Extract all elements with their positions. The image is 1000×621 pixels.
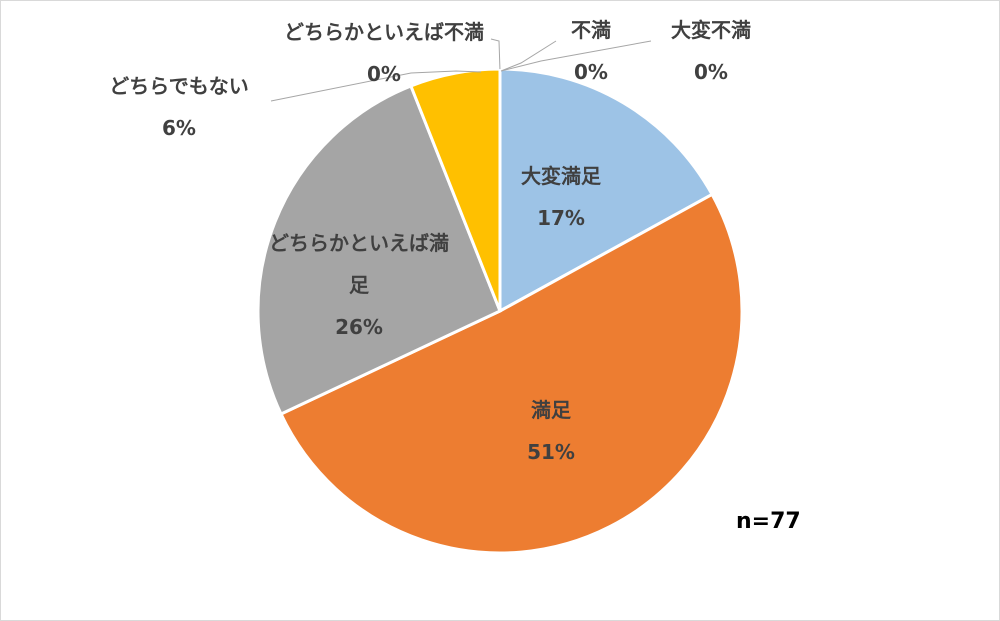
data-label: 不満 0% [551,9,631,93]
leader-line [270,70,482,102]
category-label: どちらでもない [109,74,249,98]
value-label: 0% [574,60,608,84]
value-label: 6% [162,116,196,140]
pie-slice [498,67,715,314]
pie-slice [279,192,744,555]
data-label: 大変不満 0% [651,9,771,93]
category-label: 不満 [571,18,611,42]
data-label: 満足 51% [486,389,616,473]
pie-slice [256,84,502,417]
value-label: 17% [537,206,585,230]
leader-line [500,40,652,72]
data-label: どちらかといえば満足 26% [264,222,454,348]
value-label: 0% [694,60,728,84]
leader-line [500,40,557,72]
category-label: 大変不満 [671,18,751,42]
category-label: どちらかといえば不満 [284,20,484,44]
data-label: どちらかといえば不満 0% [269,11,499,95]
data-label: 大変満足 17% [496,155,626,239]
category-label: 満足 [531,398,571,422]
value-label: 26% [335,315,383,339]
value-label: 51% [527,440,575,464]
data-label: どちらでもない 6% [79,65,279,149]
value-label: 0% [367,62,401,86]
leader-line [490,38,501,72]
category-label: 大変満足 [521,164,601,188]
annotation: n=77 [736,509,801,534]
category-label: どちらかといえば満足 [269,231,449,297]
